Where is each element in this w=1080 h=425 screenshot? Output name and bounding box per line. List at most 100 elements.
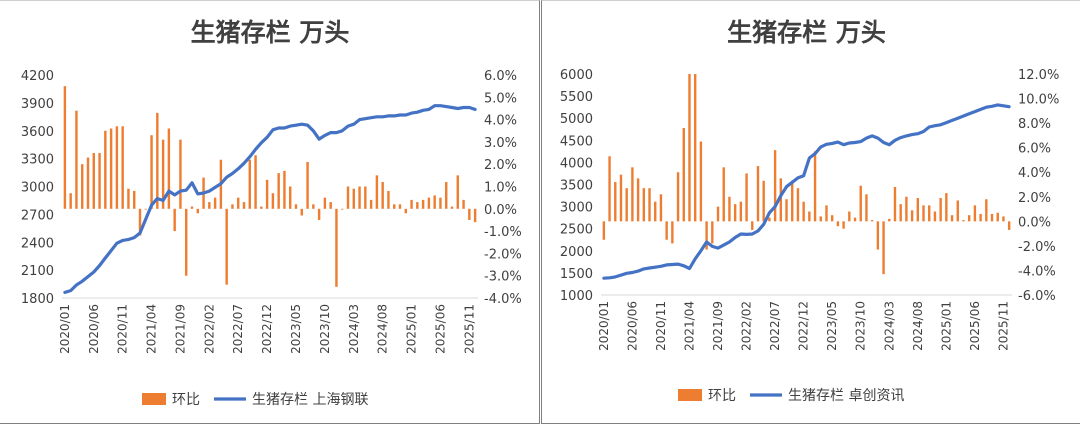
- right-legend-bar-swatch: [678, 389, 702, 401]
- left-bar: [462, 199, 465, 209]
- left-bar: [317, 208, 321, 220]
- right-x-tick: 2022/12: [797, 301, 811, 351]
- right-bar: [830, 215, 834, 222]
- right-bar: [882, 221, 885, 275]
- right-bar: [967, 215, 971, 222]
- left-bar: [248, 159, 251, 209]
- right-y-left-tick: 2000: [560, 245, 593, 260]
- chart-panel-left: 生猪存栏 万头 1800 2100 2400 2700 3000 3300 3600 3900 4…: [0, 0, 540, 424]
- left-bar: [121, 126, 124, 209]
- right-bar: [671, 221, 674, 244]
- left-bar: [213, 197, 217, 209]
- left-bar: [294, 204, 298, 209]
- left-y-right-tick: -4.0%: [484, 292, 522, 307]
- right-y-left-tick: 6000: [560, 68, 593, 83]
- left-x-tick: 2025/11: [462, 304, 476, 354]
- left-x-tick: 2022/12: [260, 304, 274, 354]
- right-bar: [608, 156, 611, 222]
- right-x-tick: 2022/02: [740, 301, 754, 351]
- left-bar: [277, 173, 280, 209]
- right-bar: [785, 199, 788, 222]
- left-y-right-tick: 5.0%: [484, 91, 517, 106]
- right-bar: [819, 216, 822, 222]
- right-bar: [768, 217, 771, 222]
- left-bar: [387, 190, 390, 209]
- left-x-tick: 2022/07: [231, 304, 245, 354]
- right-x-tick: 2020/01: [597, 301, 611, 351]
- right-bar: [711, 221, 714, 244]
- chart-left: 生猪存栏 万头 1800 2100 2400 2700 3000 3300 3600 3900 4…: [21, 18, 522, 408]
- right-x-tick: 2025/06: [968, 301, 982, 351]
- left-bar: [115, 126, 119, 209]
- left-bar: [393, 204, 396, 209]
- left-bar: [335, 208, 338, 287]
- left-y-right-tick: 3.0%: [484, 136, 517, 151]
- right-bar: [762, 180, 765, 222]
- right-bar: [619, 174, 623, 222]
- left-bar: [283, 170, 286, 209]
- left-y-right-tick: -2.0%: [484, 247, 522, 262]
- right-bar: [956, 200, 959, 222]
- right-bar: [728, 196, 731, 222]
- right-bar: [659, 194, 663, 222]
- right-bar: [853, 217, 857, 222]
- right-bar: [1002, 216, 1005, 222]
- right-x-tick: 2023/05: [825, 301, 839, 351]
- right-bar: [962, 220, 965, 222]
- left-bar: [208, 202, 211, 209]
- left-y-left-tick: 1800: [21, 292, 54, 307]
- right-y-right-tick: 4.0%: [1018, 166, 1051, 181]
- right-bar: [808, 211, 811, 222]
- left-bar: [300, 208, 303, 216]
- left-x-tick: 2024/03: [347, 304, 361, 354]
- right-bar: [625, 188, 628, 222]
- right-bar: [654, 201, 657, 222]
- right-bar: [836, 221, 840, 227]
- right-bar: [916, 198, 920, 222]
- left-bar: [179, 139, 182, 209]
- left-bar: [144, 208, 147, 210]
- left-bar: [98, 153, 101, 209]
- right-bar: [676, 172, 680, 222]
- left-bar: [439, 197, 442, 209]
- left-y-right-tick: 2.0%: [484, 158, 517, 173]
- left-bar: [468, 208, 471, 220]
- left-y-left-tick: 2100: [21, 264, 54, 279]
- left-x-tick: 2025/01: [405, 304, 419, 354]
- left-x-tick: 2022/02: [202, 304, 216, 354]
- left-y-left-tick: 3900: [21, 97, 54, 112]
- right-bar: [848, 211, 851, 222]
- right-y-right-tick: 0.0%: [1018, 215, 1051, 230]
- left-x-tick: 2020/06: [87, 304, 101, 354]
- left-y-right-tick: -3.0%: [484, 270, 522, 285]
- right-bar: [796, 188, 800, 222]
- left-bar: [225, 208, 228, 285]
- right-line-series: [602, 103, 1011, 280]
- left-y-left-tick: 2700: [21, 208, 54, 223]
- right-bar: [614, 182, 617, 222]
- right-x-tick: 2022/07: [768, 301, 782, 351]
- left-bar: [242, 202, 246, 209]
- left-bar: [190, 206, 194, 209]
- right-bar: [636, 178, 640, 222]
- chart-right: 生猪存栏 万头 1000 1500 2000 2500 3000 3500 4000 4500 5…: [560, 18, 1059, 404]
- left-bar: [69, 193, 72, 209]
- left-bar: [127, 188, 130, 209]
- left-bar: [473, 208, 477, 223]
- left-x-tick: 2025/06: [433, 304, 447, 354]
- left-bar: [92, 153, 95, 209]
- left-bar: [104, 130, 107, 209]
- right-y-left-tick: 2500: [560, 223, 593, 238]
- left-bar: [133, 190, 136, 209]
- left-bar: [81, 164, 84, 209]
- left-x-tick: 2023/10: [318, 304, 332, 354]
- right-bar: [722, 167, 725, 222]
- right-bar: [802, 201, 805, 222]
- right-y-left-tick: 3000: [560, 201, 593, 216]
- left-bar: [398, 204, 402, 209]
- left-bar: [161, 139, 165, 209]
- right-bar: [933, 211, 937, 222]
- left-bar: [260, 206, 263, 209]
- left-bar: [173, 208, 176, 232]
- left-bar: [375, 175, 379, 209]
